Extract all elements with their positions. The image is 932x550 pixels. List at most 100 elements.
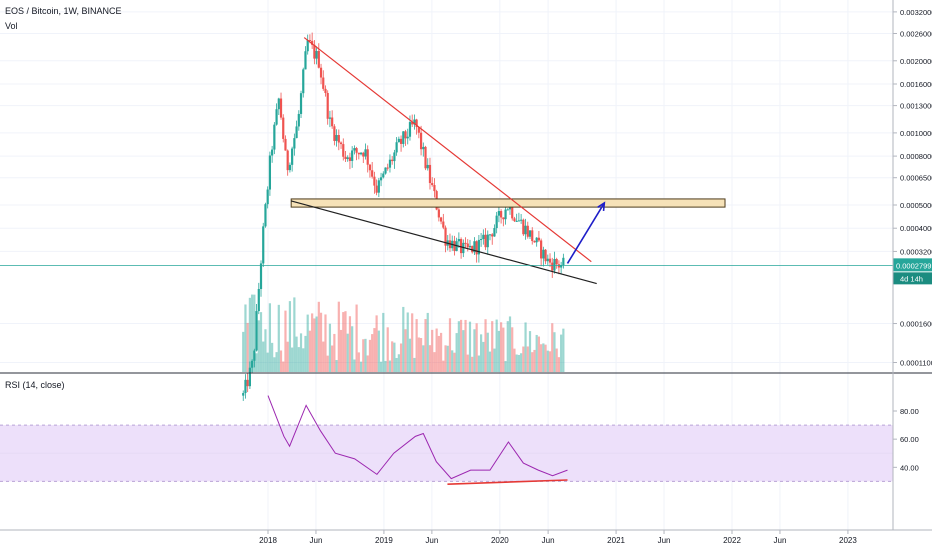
- support-trendline: [291, 200, 597, 285]
- volume-bar: [433, 352, 436, 372]
- volume-bar: [413, 357, 416, 372]
- volume-bar: [524, 322, 527, 372]
- volume-bar: [306, 314, 309, 372]
- volume-bar: [451, 350, 454, 372]
- volume-bar: [377, 330, 380, 372]
- volume-bar: [328, 323, 332, 372]
- candle-body: [393, 152, 396, 162]
- volume-bar: [473, 329, 476, 372]
- candle-body: [526, 225, 529, 237]
- candle-body: [540, 240, 543, 259]
- candle-body: [419, 132, 423, 150]
- candle-body: [248, 367, 251, 387]
- volume-bar: [353, 359, 356, 372]
- candle-body: [471, 245, 474, 253]
- drawings[interactable]: [0, 37, 893, 285]
- volume-bar: [399, 343, 403, 372]
- volume-bar: [415, 319, 418, 372]
- volume-bar: [511, 327, 514, 372]
- candle-body: [306, 40, 309, 52]
- volume-bar: [486, 332, 489, 372]
- candle-body: [542, 249, 545, 259]
- candle-body: [551, 262, 554, 271]
- volume-bar: [406, 312, 409, 372]
- volume-bar: [266, 352, 269, 372]
- volume-bar: [422, 345, 425, 372]
- candle-body: [486, 234, 489, 248]
- volume-bar: [482, 341, 485, 372]
- candle-body: [291, 148, 294, 165]
- candle-body: [548, 258, 552, 263]
- candle-body: [428, 164, 432, 184]
- rsi-title: RSI (14, close): [5, 380, 65, 390]
- volume-bar: [397, 354, 400, 372]
- time-tick-label: Jun: [310, 536, 323, 545]
- candle-body: [382, 173, 385, 178]
- volume-bar: [251, 294, 254, 372]
- candle-body: [326, 92, 329, 119]
- time-tick-label: 2023: [839, 536, 857, 545]
- candle-body: [426, 164, 429, 169]
- candle-body: [375, 185, 378, 193]
- volume-bar: [493, 348, 496, 372]
- projection-arrow: [566, 202, 606, 264]
- volume-bar: [468, 321, 472, 372]
- candle-body: [537, 237, 541, 241]
- volume-bar: [255, 353, 258, 372]
- volume-bar: [366, 355, 369, 372]
- volume-bar: [444, 345, 447, 372]
- volume-bar: [455, 333, 458, 372]
- candle-body: [331, 117, 334, 127]
- candle-body: [335, 135, 338, 141]
- volume-bar: [526, 346, 529, 372]
- volume-bar: [555, 348, 558, 372]
- candle-body: [488, 234, 492, 236]
- candle-body: [480, 239, 483, 241]
- price-tick-label: 0.0003200: [900, 247, 932, 256]
- volume-bar: [348, 316, 352, 372]
- candle-body: [264, 204, 267, 227]
- time-tick-label: 2018: [259, 536, 277, 545]
- volume-bar: [528, 331, 532, 372]
- current-price-tag: [893, 258, 932, 272]
- volume-bar: [379, 361, 383, 372]
- rsi-tick-label: 60.00: [900, 435, 919, 444]
- volume-bar: [453, 352, 456, 372]
- volume-bar: [357, 352, 360, 372]
- price-tick-label: 0.0016000: [900, 80, 932, 89]
- candle-body: [319, 67, 323, 78]
- volume-bar: [331, 345, 334, 372]
- countdown-label: 4d 14h: [900, 274, 923, 283]
- volume-bar: [344, 311, 347, 372]
- price-tick-label: 0.0001600: [900, 320, 932, 329]
- rsi-line: [267, 395, 568, 480]
- candle-body: [339, 142, 343, 145]
- time-tick-label: Jun: [542, 536, 555, 545]
- volume-bar: [273, 357, 276, 372]
- candle-body: [313, 44, 316, 59]
- volume-bar: [355, 304, 358, 372]
- candle-body: [371, 170, 374, 177]
- volume-bar: [462, 330, 465, 372]
- volume-bar: [373, 328, 376, 372]
- candle-body: [337, 135, 340, 143]
- volume-bar: [553, 332, 556, 372]
- volume-bar: [546, 350, 549, 372]
- candle-body: [373, 176, 376, 186]
- price-tick-label: 0.0010000: [900, 129, 932, 138]
- volume-bar: [477, 355, 480, 372]
- rsi-band: [0, 424, 893, 482]
- candle-body: [293, 138, 296, 149]
- volume-bar: [562, 328, 565, 372]
- candle-body: [408, 122, 412, 137]
- volume-bar: [297, 347, 300, 372]
- volume-bar: [522, 346, 525, 372]
- candle-body: [357, 152, 360, 155]
- candle-body: [546, 258, 549, 262]
- volume-bar: [419, 337, 423, 372]
- volume-bar: [502, 327, 505, 372]
- candle-body: [255, 311, 258, 351]
- current-price-label: 0.0002799: [896, 261, 931, 270]
